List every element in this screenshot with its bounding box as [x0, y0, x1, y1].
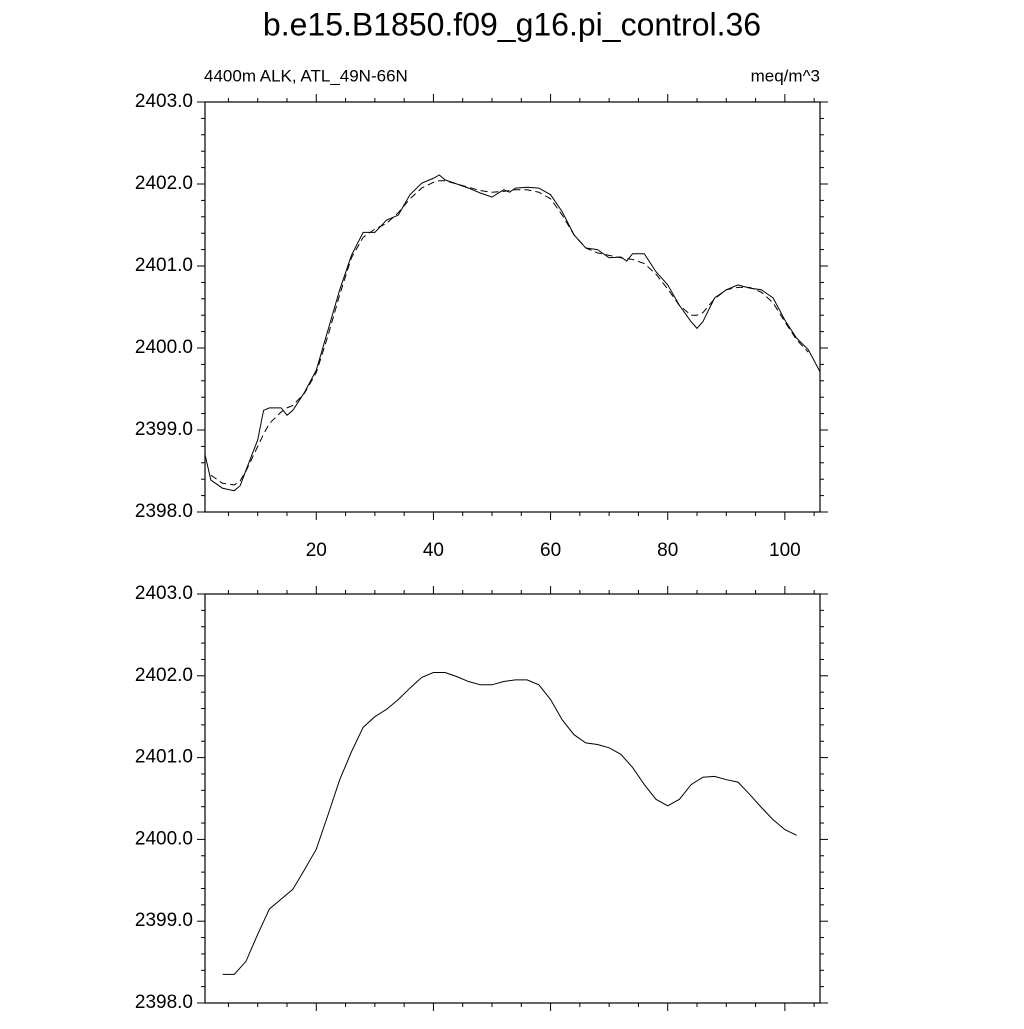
series-line: [210, 180, 809, 486]
plot-frame: [204, 101, 821, 513]
y-tick-label: 2400.0: [135, 337, 193, 358]
series-line: [204, 174, 821, 492]
x-tick-label: 100: [769, 540, 801, 561]
series-line: [222, 672, 797, 975]
y-tick-label: 2403.0: [135, 583, 193, 604]
y-tick-label: 2399.0: [135, 419, 193, 440]
y-tick-label: 2399.0: [135, 910, 193, 931]
x-tick-label: 80: [657, 540, 678, 561]
subtitle-right: meq/m^3: [751, 66, 820, 85]
x-tick-label: 20: [306, 540, 327, 561]
y-tick-label: 2398.0: [135, 992, 193, 1013]
y-tick-label: 2402.0: [135, 173, 193, 194]
y-tick-label: 2401.0: [135, 255, 193, 276]
y-tick-label: 2398.0: [135, 501, 193, 522]
y-tick-label: 2403.0: [135, 91, 193, 112]
y-tick-label: 2401.0: [135, 747, 193, 768]
x-tick-label: 60: [540, 540, 561, 561]
subtitle-left: 4400m ALK, ATL_49N-66N: [204, 66, 408, 85]
x-tick-label: 40: [423, 540, 444, 561]
y-tick-label: 2400.0: [135, 828, 193, 849]
y-tick-label: 2402.0: [135, 665, 193, 686]
chart-title: b.e15.B1850.f09_g16.pi_control.36: [263, 6, 761, 42]
plot-frame: [204, 593, 821, 1004]
